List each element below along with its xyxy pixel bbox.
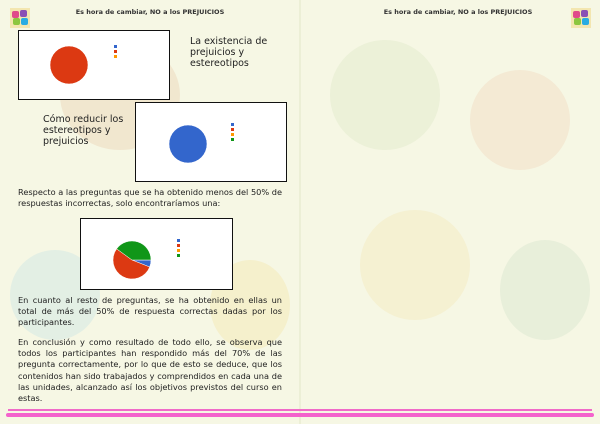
footer-line (8, 409, 592, 411)
chart-image-3 (80, 218, 233, 290)
page-divider (299, 0, 301, 424)
logo (571, 8, 591, 28)
chart-legend (114, 45, 119, 60)
decorative-handprint (470, 70, 570, 170)
chart-image-1 (18, 30, 170, 100)
decorative-handprint (500, 240, 590, 340)
footer-line-thick (6, 413, 594, 417)
paragraph-conclusion: En conclusión y como resultado de todo e… (18, 337, 282, 404)
pie-slice (49, 45, 89, 85)
page-header-left: Es hora de cambiar, NO a los PREJUICIOS (75, 8, 225, 16)
pie-slice (168, 124, 208, 164)
chart-image-2 (135, 102, 287, 182)
pie-slice (112, 248, 150, 280)
logo (10, 8, 30, 28)
pie-chart (112, 240, 152, 280)
chart-legend (177, 239, 182, 259)
decorative-handprint (360, 210, 470, 320)
chart-legend (231, 123, 236, 143)
page-header-right: Es hora de cambiar, NO a los PREJUICIOS (383, 8, 533, 16)
pie-chart (49, 45, 89, 85)
paragraph-resto: En cuanto al resto de preguntas, se ha o… (18, 295, 282, 328)
section-title-prejuicios: La existencia de prejuicios y estereotip… (190, 36, 268, 69)
paragraph-respecto: Respecto a las preguntas que se ha obten… (18, 187, 282, 209)
pie-slice (116, 240, 152, 261)
section-title-reducir: Cómo reducir los estereotipos y prejuici… (43, 114, 124, 147)
decorative-handprint (330, 40, 440, 150)
pie-chart (168, 124, 208, 164)
